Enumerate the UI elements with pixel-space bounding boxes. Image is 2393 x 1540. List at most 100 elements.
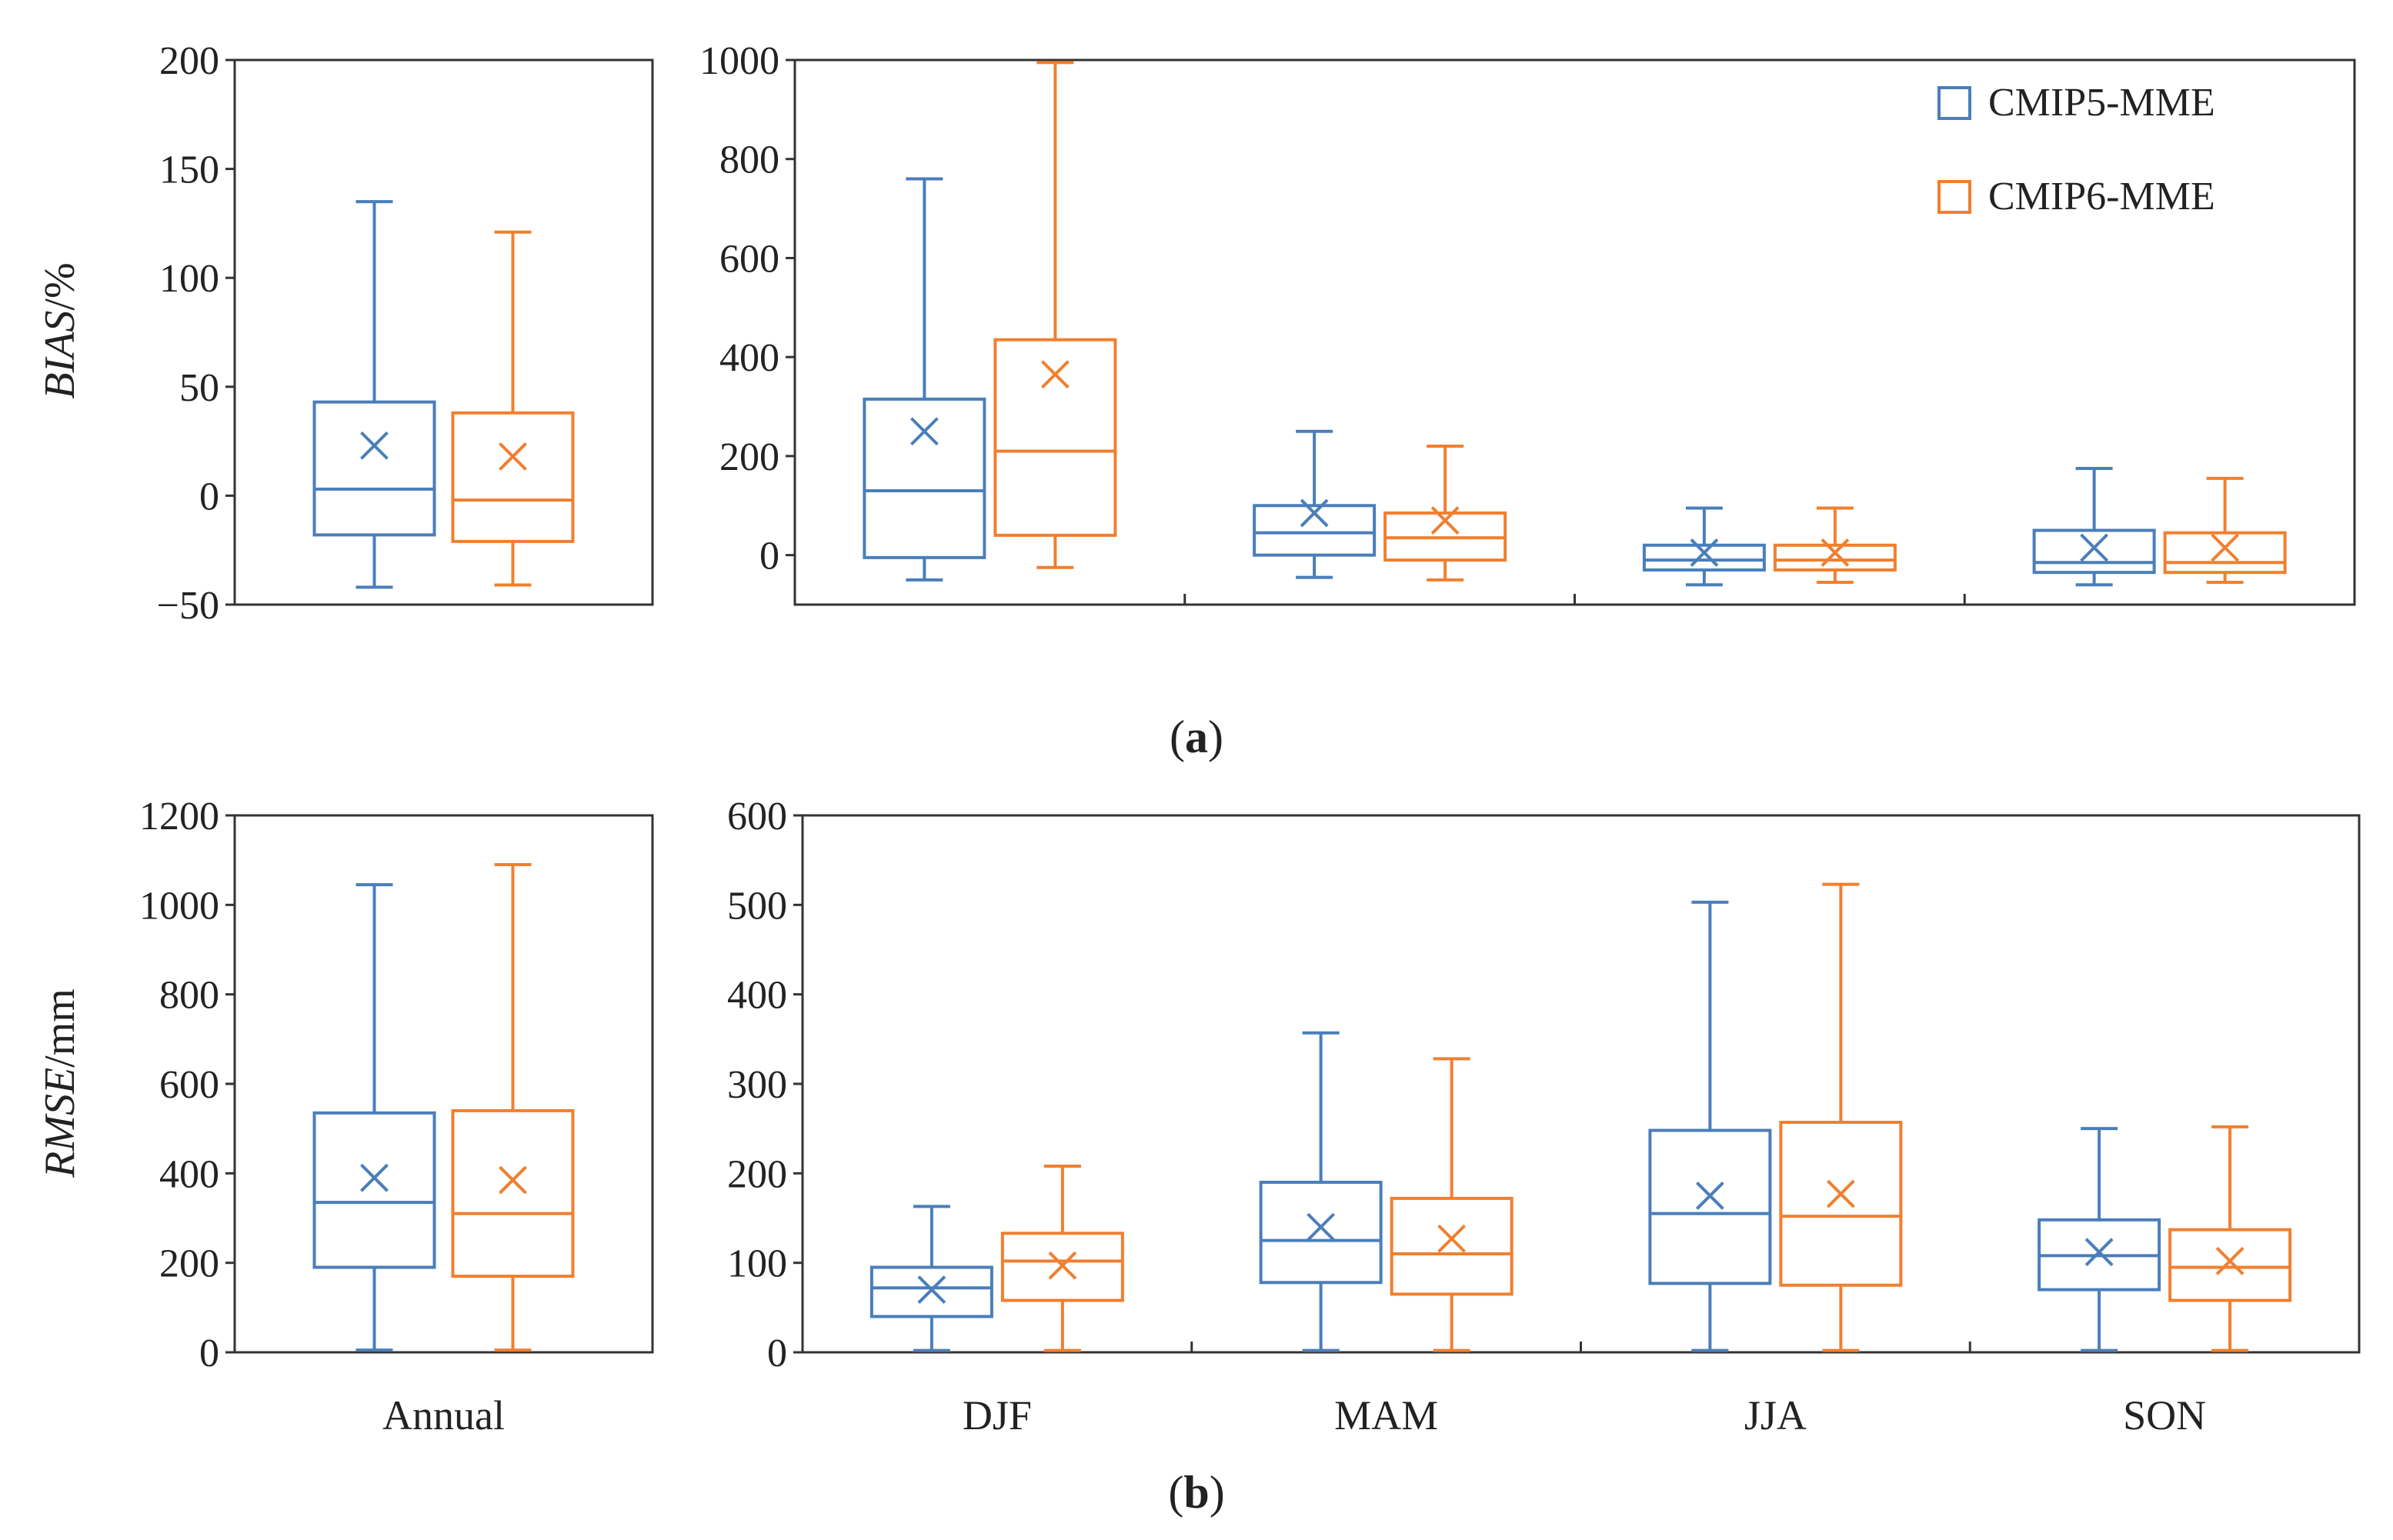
panel-a-annual-plot: −50 0 50 100 150 200 [157,39,654,628]
category-label-son: SON [2123,1392,2206,1438]
panel-b-y-axis-label: RMSE/mm [36,988,84,1178]
mean-marker [499,442,527,471]
pa-annual-y-tick-label: 0 [199,475,219,518]
mean-marker [499,1165,527,1195]
mean-marker [2084,1238,2114,1267]
pa-annual-box-cmip5-mme-annual [312,200,436,589]
pa-seasonal-plot-frame [793,58,2356,606]
category-label-jja: JJA [1744,1392,1807,1438]
iqr-box [1648,1128,1772,1285]
pa-annual-box-cmip6-mme-annual [451,230,575,587]
panel-label-a: (a) [1170,712,1223,762]
pa-seasonal-box-cmip6-mme-son [2163,476,2287,585]
pb-seasonal-box-cmip6-mme-jja [1779,882,1903,1352]
mean-marker [1826,1179,1855,1208]
mean-marker [360,1163,389,1192]
pa-seasonal-box-cmip5-mme-son [2032,467,2156,587]
pb-seasonal-y-tick-label: 100 [727,1242,787,1286]
pb-seasonal-y-tick-label: 300 [727,1063,787,1107]
pb-annual-y-tick-label: 800 [159,974,219,1018]
iqr-box [2032,528,2156,575]
panel-a-seasonal-plot: 0 200 400 600 800 1000 [699,39,2356,606]
pb-seasonal-y-tick-label: 200 [727,1152,787,1196]
pb-annual-y-tick-label: 600 [159,1063,219,1107]
pb-seasonal-y-tick-label: 600 [727,795,787,838]
panel-b-seasonal-plot: 0 100 200 300 400 500 600 DJF MAM JJA SON [727,795,2361,1438]
pa-seasonal-y-tick-label: 200 [719,435,779,479]
pb-seasonal-y-tick-label: 0 [767,1332,787,1375]
iqr-box [1390,1196,1514,1296]
iqr-box [2168,1228,2292,1302]
pa-annual-y-tick-label: 50 [179,366,219,410]
iqr-box [1000,1232,1124,1302]
iqr-box [1773,543,1897,572]
iqr-box [451,1108,575,1278]
pa-annual-y-tick-label: 200 [159,39,219,83]
mean-marker [1430,506,1460,535]
iqr-box [863,397,986,559]
pa-seasonal-y-tick-label: 800 [719,138,779,182]
mean-marker [360,431,389,460]
pa-seasonal-y-tick-label: 600 [719,237,779,281]
pa-annual-y-tick-label: 100 [159,257,219,301]
pb-annual-y-tick-label: 1200 [139,795,219,838]
panel-label-b: (b) [1168,1467,1224,1518]
pb-annual-box-cmip6-mme-annual [451,862,575,1352]
pb-seasonal-box-cmip5-mme-mam [1259,1031,1383,1352]
iqr-box [869,1265,993,1318]
pa-annual-y-tick-label: 150 [159,148,219,192]
category-label-mam: MAM [1334,1392,1438,1438]
iqr-box [1259,1180,1383,1285]
mean-marker [1695,1182,1724,1210]
pb-seasonal-box-cmip6-mme-son [2168,1125,2292,1352]
pb-annual-box-cmip5-mme-annual [312,883,436,1352]
pb-annual-y-tick-label: 400 [159,1152,219,1196]
pb-seasonal-box-cmip5-mme-djf [869,1205,993,1352]
panel-a-y-axis-label: BIAS/% [36,262,84,398]
pb-annual-y-tick-label: 0 [199,1332,219,1375]
iqr-box [993,338,1117,537]
mean-marker [917,1275,946,1304]
pb-seasonal-box-cmip6-mme-mam [1390,1057,1514,1352]
category-label-djf: DJF [963,1392,1032,1438]
mean-marker [2215,1246,2244,1275]
pa-annual-y-tick-label: −50 [157,584,219,628]
mean-marker [1690,538,1719,567]
iqr-box [312,1111,436,1269]
pb-annual-y-tick-label: 200 [159,1242,219,1286]
mean-marker [1300,498,1329,528]
pa-seasonal-y-tick-label: 1000 [699,39,779,83]
legend-swatch-cmip5 [1937,86,1971,120]
pb-seasonal-plot-frame [801,814,2361,1354]
pb-seasonal-y-tick-label: 400 [727,974,787,1018]
pb-seasonal-box-cmip5-mme-jja [1648,900,1772,1352]
pb-annual-plot-frame [233,814,654,1354]
pa-seasonal-y-tick-label: 0 [759,535,779,578]
legend-label-cmip5: CMIP5-MME [1988,81,2215,125]
panel-b-annual-plot: 0 200 400 600 800 1000 1200 Annual [139,795,654,1438]
legend-label-cmip6: CMIP6-MME [1988,175,2215,218]
iqr-box [2163,531,2287,575]
pb-seasonal-box-cmip6-mme-djf [1000,1165,1124,1352]
mean-marker [1307,1212,1336,1242]
pb-seasonal-y-tick-label: 500 [727,884,787,928]
mean-marker [1821,538,1850,567]
legend-swatch-cmip6 [1937,180,1971,214]
mean-marker [1040,360,1070,389]
pa-seasonal-y-tick-label: 400 [719,336,779,380]
iqr-box [312,400,436,537]
mean-marker [1437,1224,1467,1253]
mean-marker [909,417,939,446]
category-label-annual: Annual [382,1392,505,1438]
iqr-box [1642,543,1766,572]
legend: CMIP5-MME CMIP6-MME [1937,81,2215,218]
pb-seasonal-box-cmip5-mme-son [2038,1127,2161,1352]
pa-seasonal-box-cmip5-mme-djf [863,177,986,582]
pa-seasonal-box-cmip6-mme-jja [1773,506,1897,585]
pa-annual-plot-frame [233,58,654,606]
pb-annual-y-tick-label: 1000 [139,884,219,928]
mean-marker [1048,1251,1077,1280]
mean-marker [2211,533,2240,562]
iqr-box [1253,504,1377,557]
